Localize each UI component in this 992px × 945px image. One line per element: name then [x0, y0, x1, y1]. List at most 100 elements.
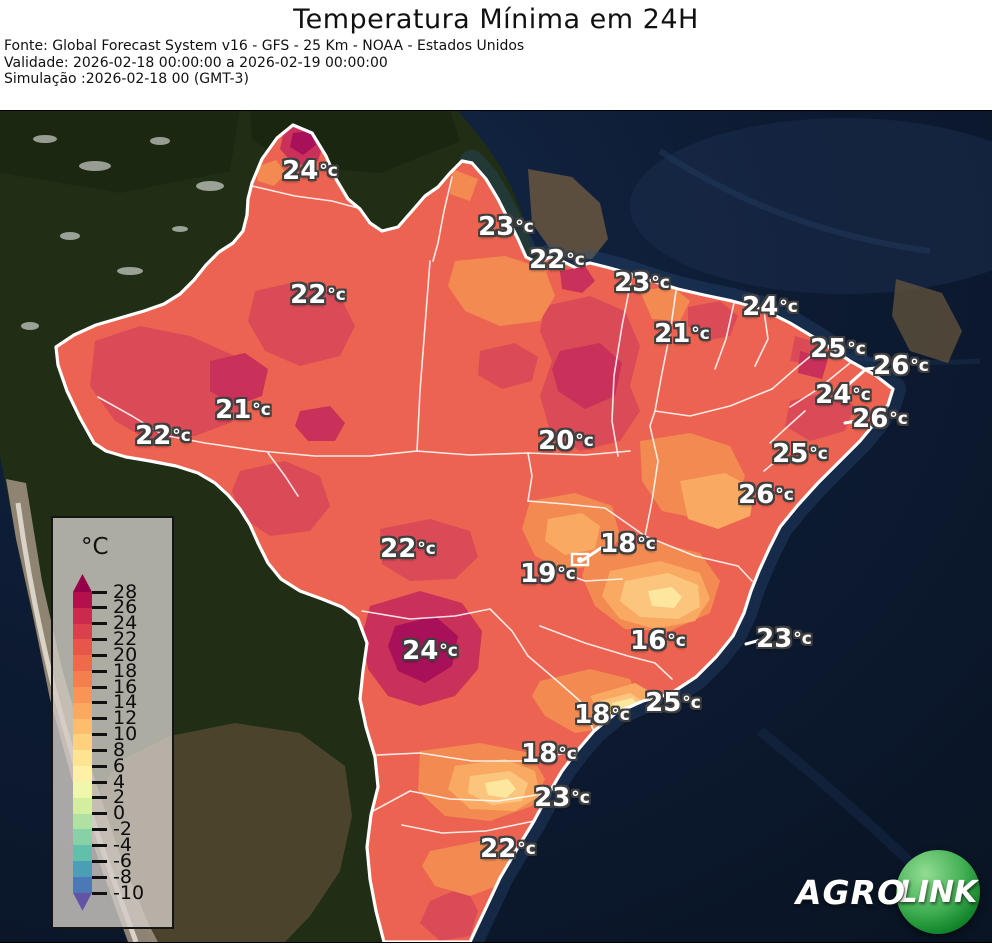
colorbar-tick [92, 843, 107, 847]
colorbar-tick-label: 24 [113, 612, 138, 635]
temp-value: 24 [402, 636, 439, 666]
temp-unit: °c [172, 426, 191, 446]
colorbar-arrow-bottom [73, 892, 92, 911]
temperature-labels-layer: 24°c 23°c 22°c 23°c 24°c 21°c 25°c 26°c 24°c 26°c… [0, 111, 992, 942]
colorbar-tick-label: 6 [113, 754, 126, 777]
temp-value: 23 [614, 268, 651, 298]
colorbar-tick-label: 0 [113, 802, 126, 825]
temp-value: 26 [738, 480, 775, 510]
colorbar [73, 574, 92, 911]
temp-label: 26°c [873, 353, 929, 379]
temperature-scale-legend: °C 28 26 24 22 20 18 16 14 12 10 8 6 4 2 0 -2 -4 -6 -8 -10 [51, 516, 174, 929]
temp-label: 25°c [810, 336, 866, 362]
temp-label: 26°c [852, 406, 908, 432]
temp-label: 16°c [630, 628, 686, 654]
temp-value: 23 [756, 624, 793, 654]
temp-value: 21 [215, 395, 252, 425]
temp-value: 23 [478, 212, 515, 242]
colorbar-tick [92, 828, 107, 832]
temp-unit: °c [682, 693, 701, 713]
temp-value: 24 [742, 292, 779, 322]
colorbar-segment [73, 766, 92, 782]
temp-unit: °c [575, 431, 594, 451]
map-title: Temperatura Mínima em 24H [293, 4, 699, 35]
temp-label: 24°c [402, 638, 458, 664]
temp-value: 22 [480, 834, 517, 864]
temp-label: 22°c [290, 282, 346, 308]
colorbar-tick [92, 606, 107, 610]
colorbar-segment [73, 845, 92, 862]
colorbar-tick-label: -4 [113, 833, 132, 856]
temp-value: 18 [521, 739, 558, 769]
temp-label: 23°c [534, 785, 590, 811]
temp-value: 24 [282, 156, 319, 186]
colorbar-tick [92, 733, 107, 737]
colorbar-tick-label: 2 [113, 786, 126, 809]
colorbar-segment [73, 797, 92, 814]
colorbar-tick [92, 653, 107, 657]
logo-text-agro: AGRO [795, 872, 906, 912]
temp-value: 25 [810, 334, 847, 364]
colorbar-segment [73, 861, 92, 877]
colorbar-tick [92, 638, 107, 642]
agrolink-logo: AGRO LINK [796, 850, 980, 934]
logo-green-sphere: LINK [896, 850, 980, 934]
ocean-shallow-region [630, 118, 992, 294]
colorbar-segment [73, 781, 92, 798]
df-marker [570, 552, 590, 567]
temp-value: 20 [538, 426, 575, 456]
temp-unit: °c [558, 744, 577, 764]
colorbar-tick [92, 812, 107, 816]
temp-value: 19 [520, 559, 557, 589]
temp-label: 23°c [756, 626, 812, 652]
temp-unit: °c [439, 641, 458, 661]
temp-label: 18°c [600, 531, 656, 557]
temp-value: 22 [380, 534, 417, 564]
colorbar-tick [92, 891, 107, 895]
colorbar-tick [92, 701, 107, 705]
colorbar-arrow-top [73, 574, 92, 592]
temp-value: 25 [645, 688, 682, 718]
temp-label: 24°c [815, 382, 871, 408]
colorbar-tick [92, 590, 107, 594]
temp-unit: °c [691, 324, 710, 344]
brazil-temperature-map: 24°c 23°c 22°c 23°c 24°c 21°c 25°c 26°c 24°c 26°c… [0, 110, 992, 943]
temp-value: 25 [772, 439, 809, 469]
colorbar-tick-label: -6 [113, 849, 132, 872]
colorbar-segment [73, 813, 92, 830]
simulation-line: Simulação :2026-02-18 00 (GMT-3) [4, 71, 249, 88]
colorbar-tick [92, 622, 107, 626]
temp-label: 24°c [742, 294, 798, 320]
temp-label: 18°c [574, 702, 630, 728]
temp-label: 19°c [520, 561, 576, 587]
colorbar-segment [73, 639, 92, 656]
temp-unit: °c [571, 788, 590, 808]
temp-label: 22°c [529, 247, 585, 273]
colorbar-tick-label: 12 [113, 707, 138, 730]
temp-unit: °c [517, 839, 536, 859]
temp-value: 16 [630, 626, 667, 656]
label-pointer-lines [581, 366, 878, 646]
temp-unit: °c [327, 285, 346, 305]
temp-label: 23°c [478, 214, 534, 240]
temp-unit: °c [417, 539, 436, 559]
ocean-ridge [658, 148, 931, 254]
temp-unit: °c [667, 631, 686, 651]
temp-label: 22°c [135, 423, 191, 449]
temp-value: 24 [815, 380, 852, 410]
colorbar-segment [73, 655, 92, 672]
temp-label: 23°c [614, 270, 670, 296]
colorbar-segment [73, 671, 92, 687]
colorbar-segment [73, 607, 92, 624]
temp-label: 24°c [282, 158, 338, 184]
temp-unit: °c [852, 385, 871, 405]
colorbar-tick-label: -10 [113, 881, 145, 904]
temp-unit: °c [557, 564, 576, 584]
colorbar-segment [73, 734, 92, 751]
temp-value: 23 [534, 783, 571, 813]
colorbar-segment [73, 686, 92, 703]
temp-unit: °c [779, 297, 798, 317]
temp-unit: °c [319, 161, 338, 181]
temp-value: 22 [135, 421, 172, 451]
colorbar-segment [73, 623, 92, 640]
